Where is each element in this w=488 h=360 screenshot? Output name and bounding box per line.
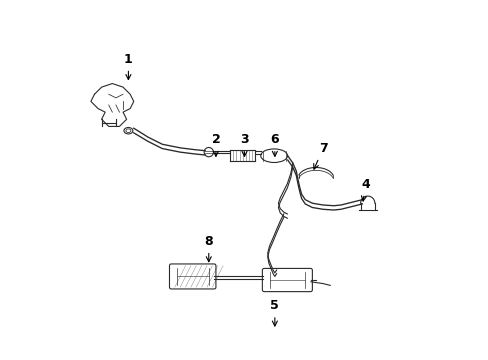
Text: 6: 6 — [270, 133, 279, 156]
Text: 8: 8 — [204, 235, 213, 262]
Text: 1: 1 — [124, 53, 133, 80]
Text: 2: 2 — [211, 133, 220, 156]
Text: 5: 5 — [270, 299, 279, 326]
Text: 7: 7 — [313, 142, 327, 169]
Text: 4: 4 — [361, 178, 369, 201]
Text: 3: 3 — [240, 133, 248, 156]
